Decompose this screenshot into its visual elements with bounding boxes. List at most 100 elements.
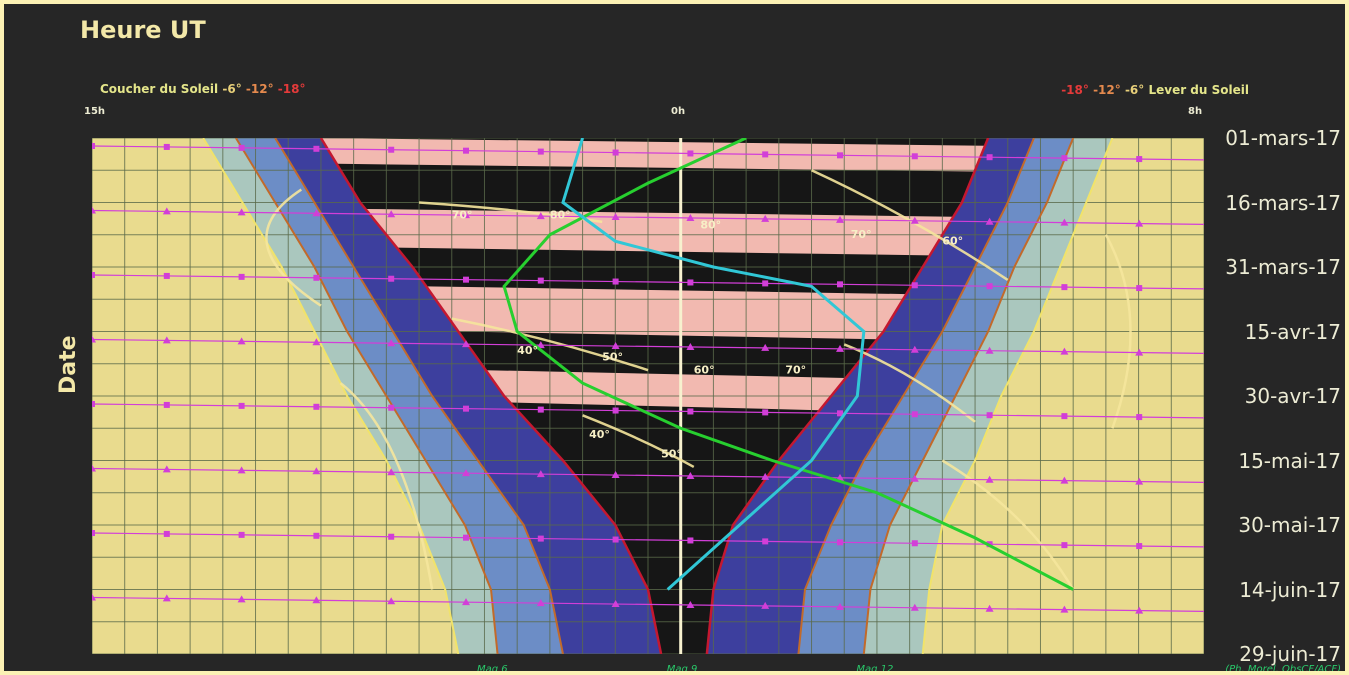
transit-square-marker xyxy=(687,150,694,157)
transit-square-marker xyxy=(313,274,320,281)
nautical-morning-line xyxy=(797,138,1035,654)
transit-triangle-marker xyxy=(536,599,545,607)
transit-square-marker xyxy=(612,407,619,414)
transit-triangle-marker xyxy=(387,468,396,476)
object-transit-line xyxy=(92,596,1204,612)
transit-square-marker xyxy=(463,664,469,670)
y-tick-date: 15-avr-17 xyxy=(1244,319,1341,344)
transit-square-marker xyxy=(1136,285,1143,292)
object-transit-line xyxy=(92,467,1204,483)
transit-triangle-marker xyxy=(1060,605,1069,613)
transit-square-marker xyxy=(1211,415,1217,421)
transit-square-marker xyxy=(313,403,320,410)
transit-square-marker xyxy=(537,406,544,413)
transit-square-marker xyxy=(1061,284,1068,291)
transit-triangle-marker xyxy=(92,206,96,214)
cyan-object-track xyxy=(561,138,866,591)
transit-square-marker xyxy=(762,151,769,158)
transit-triangle-marker xyxy=(611,600,620,608)
astro-evening-line xyxy=(319,138,663,654)
morning-nautical-level: -12° xyxy=(1093,83,1121,97)
astro-morning-line xyxy=(705,138,990,654)
transit-triangle-marker xyxy=(162,594,171,602)
transit-triangle-marker xyxy=(162,207,171,215)
transit-square-marker xyxy=(987,670,993,675)
transit-triangle-marker xyxy=(162,336,171,344)
magnitude-limit-label: Mag 6 xyxy=(477,664,508,675)
transit-square-marker xyxy=(313,145,320,152)
altitude-label: 60° xyxy=(694,363,715,376)
altitude-contour xyxy=(1104,234,1132,429)
transit-square-marker xyxy=(687,537,694,544)
object-transit-line xyxy=(92,274,1204,290)
evening-astro-level: -18° xyxy=(277,82,306,96)
morning-twilight-legend: -18° -12° -6° Lever du Soleil xyxy=(1061,83,1249,97)
x-tick-start: 15h xyxy=(84,106,106,117)
transit-square-marker xyxy=(612,278,619,285)
plot-area: 70° 80° 80° 70° 60° 40° 50° 60° 70° 40° 50° xyxy=(92,138,1218,675)
transit-square-marker xyxy=(238,144,245,151)
moonlight-band xyxy=(320,138,986,172)
transit-square-marker xyxy=(163,530,170,537)
transit-triangle-marker xyxy=(1210,479,1218,486)
altitude-contour xyxy=(582,414,695,469)
transit-square-marker xyxy=(163,401,170,408)
altitude-label: 50° xyxy=(661,447,682,460)
transit-triangle-marker xyxy=(1210,221,1218,228)
transit-triangle-marker xyxy=(162,465,171,473)
transit-triangle-marker xyxy=(836,602,844,610)
y-tick-date: 15-mai-17 xyxy=(1238,448,1341,473)
transit-square-marker xyxy=(1061,671,1067,675)
object-transit-line xyxy=(92,662,1214,675)
transit-square-marker xyxy=(163,272,170,279)
transit-triangle-marker xyxy=(686,213,695,221)
transit-square-marker xyxy=(537,277,544,284)
transit-triangle-marker xyxy=(686,600,695,608)
transit-triangle-marker xyxy=(312,338,321,346)
transit-square-marker xyxy=(1136,543,1143,550)
transit-triangle-marker xyxy=(536,341,545,349)
transit-triangle-marker xyxy=(836,473,844,481)
transit-square-marker xyxy=(313,532,320,539)
transit-square-marker xyxy=(463,534,469,541)
transit-triangle-marker xyxy=(611,471,620,479)
transit-square-marker xyxy=(388,663,394,669)
y-tick-date: 14-juin-17 xyxy=(1239,577,1341,602)
transit-triangle-marker xyxy=(1210,608,1218,615)
evening-nautical-level: -12° xyxy=(245,82,274,96)
transit-square-marker xyxy=(837,281,843,288)
transit-triangle-marker xyxy=(462,598,470,606)
altitude-label: 40° xyxy=(589,428,610,441)
transit-square-marker xyxy=(238,402,245,409)
object-transit-line xyxy=(92,209,1204,225)
y-tick-date: 31-mars-17 xyxy=(1225,255,1341,279)
altitude-label: 70° xyxy=(851,228,872,241)
transit-triangle-marker xyxy=(237,595,246,603)
transit-square-marker xyxy=(986,283,993,290)
transit-square-marker xyxy=(986,154,993,161)
morning-astro-level: -18° xyxy=(1061,83,1089,97)
transit-triangle-marker xyxy=(462,340,470,348)
transit-triangle-marker xyxy=(1135,606,1144,614)
transit-square-marker xyxy=(837,410,843,417)
transit-square-marker xyxy=(463,147,469,154)
y-tick-date: 30-mai-17 xyxy=(1238,513,1341,537)
y-tick-date: 29-juin-17 xyxy=(1239,642,1341,666)
transit-square-marker xyxy=(762,409,769,416)
altitude-label: 70° xyxy=(785,363,806,376)
nautical-evening-line xyxy=(274,138,564,654)
civil-evening-line xyxy=(235,138,499,654)
altitude-label: 80° xyxy=(550,209,571,222)
transit-triangle-marker xyxy=(1060,347,1069,355)
transit-triangle-marker xyxy=(237,466,246,474)
transit-square-marker xyxy=(911,540,918,547)
transit-triangle-marker xyxy=(387,597,396,605)
transit-triangle-marker xyxy=(910,345,919,353)
transit-triangle-marker xyxy=(1210,350,1218,357)
transit-square-marker xyxy=(911,411,918,418)
transit-triangle-marker xyxy=(910,216,919,224)
transit-square-marker xyxy=(1211,286,1217,292)
transit-square-marker xyxy=(1061,155,1068,162)
transit-square-marker xyxy=(837,668,843,674)
transit-square-marker xyxy=(537,535,544,542)
